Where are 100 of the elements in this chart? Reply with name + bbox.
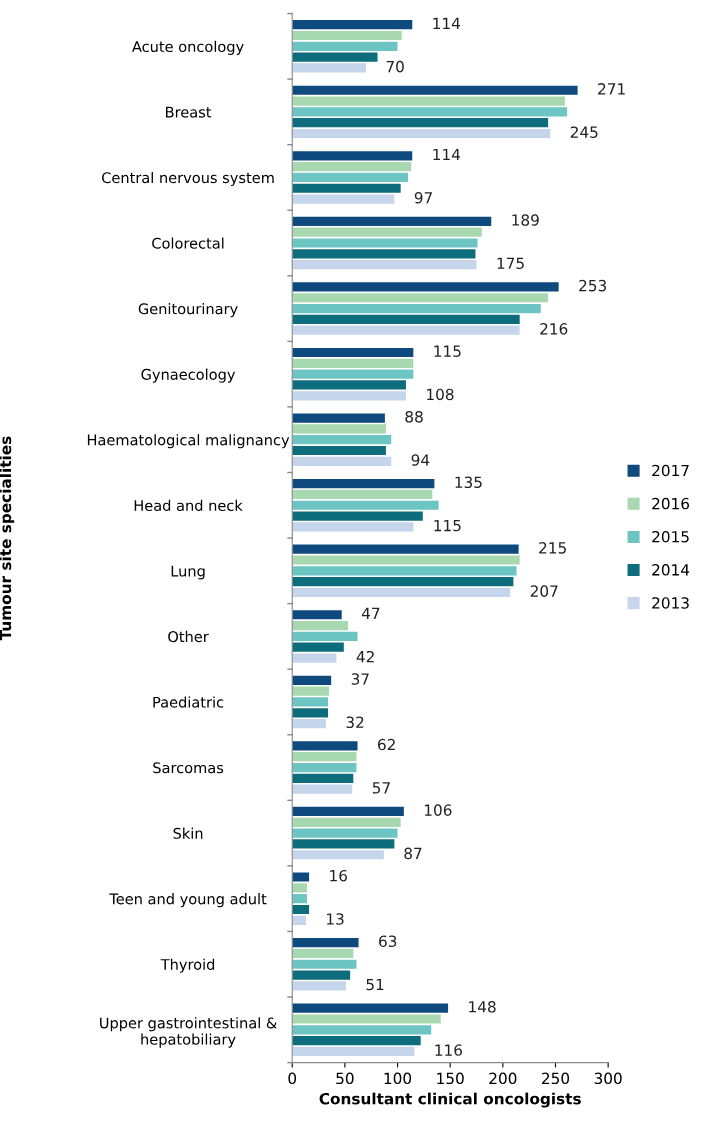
bar: [292, 555, 520, 565]
data-label: 57: [372, 782, 390, 794]
bar: [292, 577, 514, 587]
bar: [292, 642, 344, 652]
data-label: 114: [433, 148, 461, 161]
bar: [292, 773, 354, 783]
bar: [292, 631, 358, 641]
bar: [292, 227, 482, 237]
y-tick-label: Thyroid: [160, 958, 215, 973]
legend-label: 2016: [652, 497, 690, 510]
bar: [292, 456, 392, 466]
bar: [292, 1003, 449, 1013]
y-tick-label: Central nervous system: [102, 171, 274, 187]
y-tick-label: Genitourinary: [138, 303, 238, 318]
bar: [292, 216, 492, 226]
bar: [292, 850, 384, 860]
bar: [292, 96, 565, 106]
data-label: 32: [346, 716, 364, 729]
bar: [292, 883, 307, 893]
data-label: 88: [405, 410, 423, 423]
x-tick-label: 300: [594, 1072, 622, 1085]
data-label: 106: [424, 804, 452, 816]
bar: [292, 489, 433, 500]
bar: [292, 511, 423, 521]
bar: [292, 435, 392, 445]
bar: [292, 20, 413, 30]
legend-label: 2013: [652, 597, 689, 609]
bar: [292, 63, 366, 73]
data-label: 135: [455, 476, 482, 489]
data-label: 63: [379, 935, 397, 948]
legend-label: 2014: [652, 564, 690, 576]
bar: [292, 303, 541, 314]
bar: [292, 41, 398, 51]
bar: [292, 314, 520, 324]
bar: [292, 128, 551, 139]
data-label: 189: [512, 214, 539, 226]
data-label: 51: [366, 978, 384, 991]
y-tick-label: Teen and young adult: [109, 893, 267, 908]
data-label: 94: [411, 454, 430, 466]
bar: [292, 293, 549, 303]
bar: [292, 1036, 421, 1046]
bar: [292, 741, 358, 751]
bar: [292, 544, 519, 554]
bar: [292, 904, 310, 915]
data-label: 271: [598, 83, 625, 95]
bar: [292, 445, 386, 456]
bar: [292, 52, 378, 62]
data-label: 115: [434, 519, 461, 532]
y-tick-label: Skin: [173, 827, 203, 839]
y-tick-label: Lung: [171, 565, 205, 580]
x-tick-label: 50: [336, 1072, 354, 1085]
bar: [292, 1014, 441, 1024]
bar: [292, 915, 306, 925]
y-tick-label: Sarcomas: [153, 762, 224, 774]
bar: [292, 894, 307, 904]
bar: [292, 1046, 415, 1057]
data-label: 207: [530, 585, 558, 597]
data-label: 37: [351, 673, 369, 685]
y-tick-label: Paediatric: [153, 696, 224, 708]
y-tick-label: Upper gastrointestinal & hepatobiliary: [100, 1017, 277, 1048]
data-label: 16: [330, 869, 347, 882]
legend-label: 2017: [652, 464, 689, 477]
data-label: 114: [433, 17, 461, 29]
bar: [292, 719, 326, 729]
bar: [292, 358, 414, 368]
x-axis-title: Consultant clinical oncologists: [319, 1092, 581, 1108]
bar: [292, 380, 406, 390]
bar: [292, 282, 559, 292]
bar: [292, 194, 395, 204]
bar: [292, 85, 578, 95]
bar: [292, 697, 329, 707]
data-label: 116: [435, 1044, 463, 1056]
y-tick-label: Head and neck: [134, 499, 243, 512]
bar: [292, 806, 404, 817]
y-tick-label: Breast: [166, 106, 212, 118]
bar: [292, 752, 357, 762]
data-label: 42: [356, 650, 374, 663]
y-tick-label: Haematological malignancy: [87, 434, 290, 449]
data-label: 148: [469, 1001, 496, 1013]
y-tick-label: Other: [168, 630, 209, 643]
bar: [292, 162, 412, 172]
x-tick-label: 150: [437, 1072, 464, 1085]
bar: [292, 183, 401, 193]
data-label: 175: [497, 257, 524, 270]
bar: [292, 784, 353, 794]
bar: [292, 347, 414, 358]
bar: [292, 424, 386, 434]
bar: [292, 587, 511, 598]
bar: [292, 675, 332, 685]
x-tick-label: 250: [542, 1072, 570, 1085]
bar: [292, 172, 409, 183]
data-label: 253: [579, 279, 607, 292]
bar: [292, 937, 359, 948]
bar: [292, 948, 354, 959]
data-label: 62: [378, 738, 395, 751]
bar: [292, 1025, 432, 1035]
bar: [292, 828, 398, 838]
bar: [292, 522, 414, 532]
data-label: 215: [539, 542, 566, 554]
y-tick-label: Colorectal: [152, 237, 224, 249]
